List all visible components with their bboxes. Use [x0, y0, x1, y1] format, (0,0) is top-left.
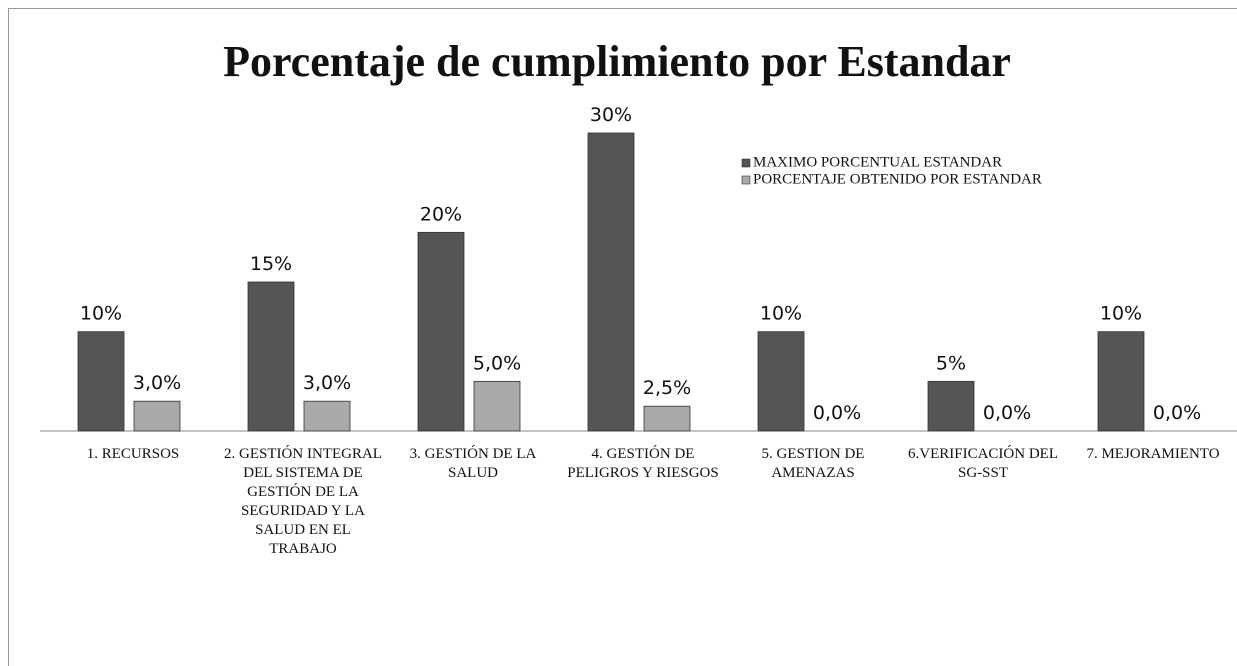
value-label: 3,0%	[303, 372, 351, 394]
value-label: 0,0%	[813, 402, 861, 424]
legend-label: PORCENTAJE OBTENIDO POR ESTANDAR	[753, 171, 1042, 187]
value-label: 10%	[80, 303, 122, 325]
value-label: 15%	[250, 253, 292, 275]
value-label: 0,0%	[1153, 402, 1201, 424]
x-tick-label: 4. GESTIÓN DE PELIGROS Y RIESGOS	[567, 446, 719, 481]
value-label: 10%	[760, 303, 802, 325]
legend-swatch	[741, 175, 751, 185]
bar	[757, 331, 805, 432]
value-label: 5,0%	[473, 352, 521, 374]
x-tick-label: 3. GESTIÓN DE LA SALUD	[409, 446, 537, 481]
x-tick-label: 6.VERIFICACIÓN DEL SG-SST	[908, 446, 1058, 481]
bar	[1097, 331, 1145, 432]
bar	[133, 400, 181, 432]
value-label: 30%	[590, 104, 632, 126]
value-label: 10%	[1100, 303, 1142, 325]
bar	[473, 380, 521, 432]
bar	[643, 405, 691, 432]
x-tick-label: 1. RECURSOS	[86, 446, 180, 462]
legend-label: MAXIMO PORCENTUAL ESTANDAR	[753, 154, 1002, 170]
chart-title: Porcentaje de cumplimiento por Estandar	[223, 37, 1011, 86]
bar	[927, 380, 975, 432]
value-label: 3,0%	[133, 372, 181, 394]
value-label: 5%	[936, 352, 966, 374]
x-tick-label: 5. GESTION DE AMENAZAS	[761, 446, 865, 481]
value-label: 0,0%	[983, 402, 1031, 424]
bar	[587, 132, 635, 432]
chart-frame	[8, 8, 1237, 666]
bar	[77, 331, 125, 432]
bar	[247, 281, 295, 432]
value-label: 2,5%	[643, 377, 691, 399]
x-tick-label: 7. MEJORAMIENTO	[1086, 446, 1220, 462]
x-tick-label: 2. GESTIÓN INTEGRAL DEL SISTEMA DE GESTI…	[224, 446, 382, 557]
bar	[303, 400, 351, 432]
legend-swatch	[741, 158, 751, 168]
bar	[417, 231, 465, 432]
value-label: 20%	[420, 203, 462, 225]
